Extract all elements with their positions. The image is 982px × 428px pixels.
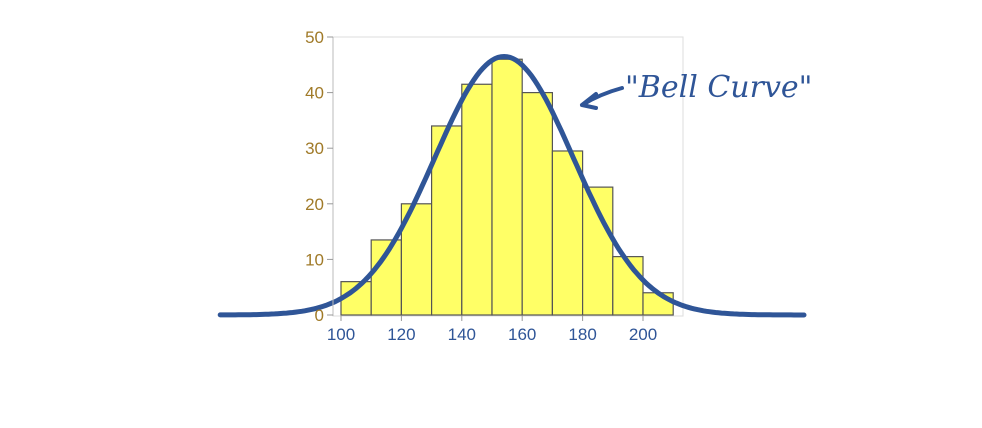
annotation-arrow (580, 86, 624, 110)
bell-curve-line (217, 53, 807, 318)
y-tick-label: 20 (305, 195, 324, 214)
x-tick-label: 180 (568, 325, 596, 344)
bars-group (340, 58, 674, 316)
histogram-bar (642, 292, 674, 316)
histogram-bar (581, 186, 614, 316)
x-tick-label: 200 (629, 325, 657, 344)
y-tick-label: 50 (305, 28, 324, 47)
y-tick-label: 30 (305, 139, 324, 158)
x-tick-label: 160 (508, 325, 536, 344)
axes-group: 0 10 20 30 40 50 100 120 140 160 180 200 (305, 28, 657, 344)
histogram-bar (551, 150, 584, 316)
y-tick-label: 0 (315, 306, 324, 325)
x-tick-label: 100 (327, 325, 355, 344)
y-tick-label: 40 (305, 84, 324, 103)
x-tick-label: 140 (448, 325, 476, 344)
histogram-bar (521, 91, 554, 316)
y-tick-label: 10 (305, 250, 324, 269)
x-tick-label: 120 (387, 325, 415, 344)
histogram-bar (491, 58, 523, 316)
histogram-bar (461, 83, 493, 316)
bell-curve-annotation: "Bell Curve" (625, 70, 812, 105)
